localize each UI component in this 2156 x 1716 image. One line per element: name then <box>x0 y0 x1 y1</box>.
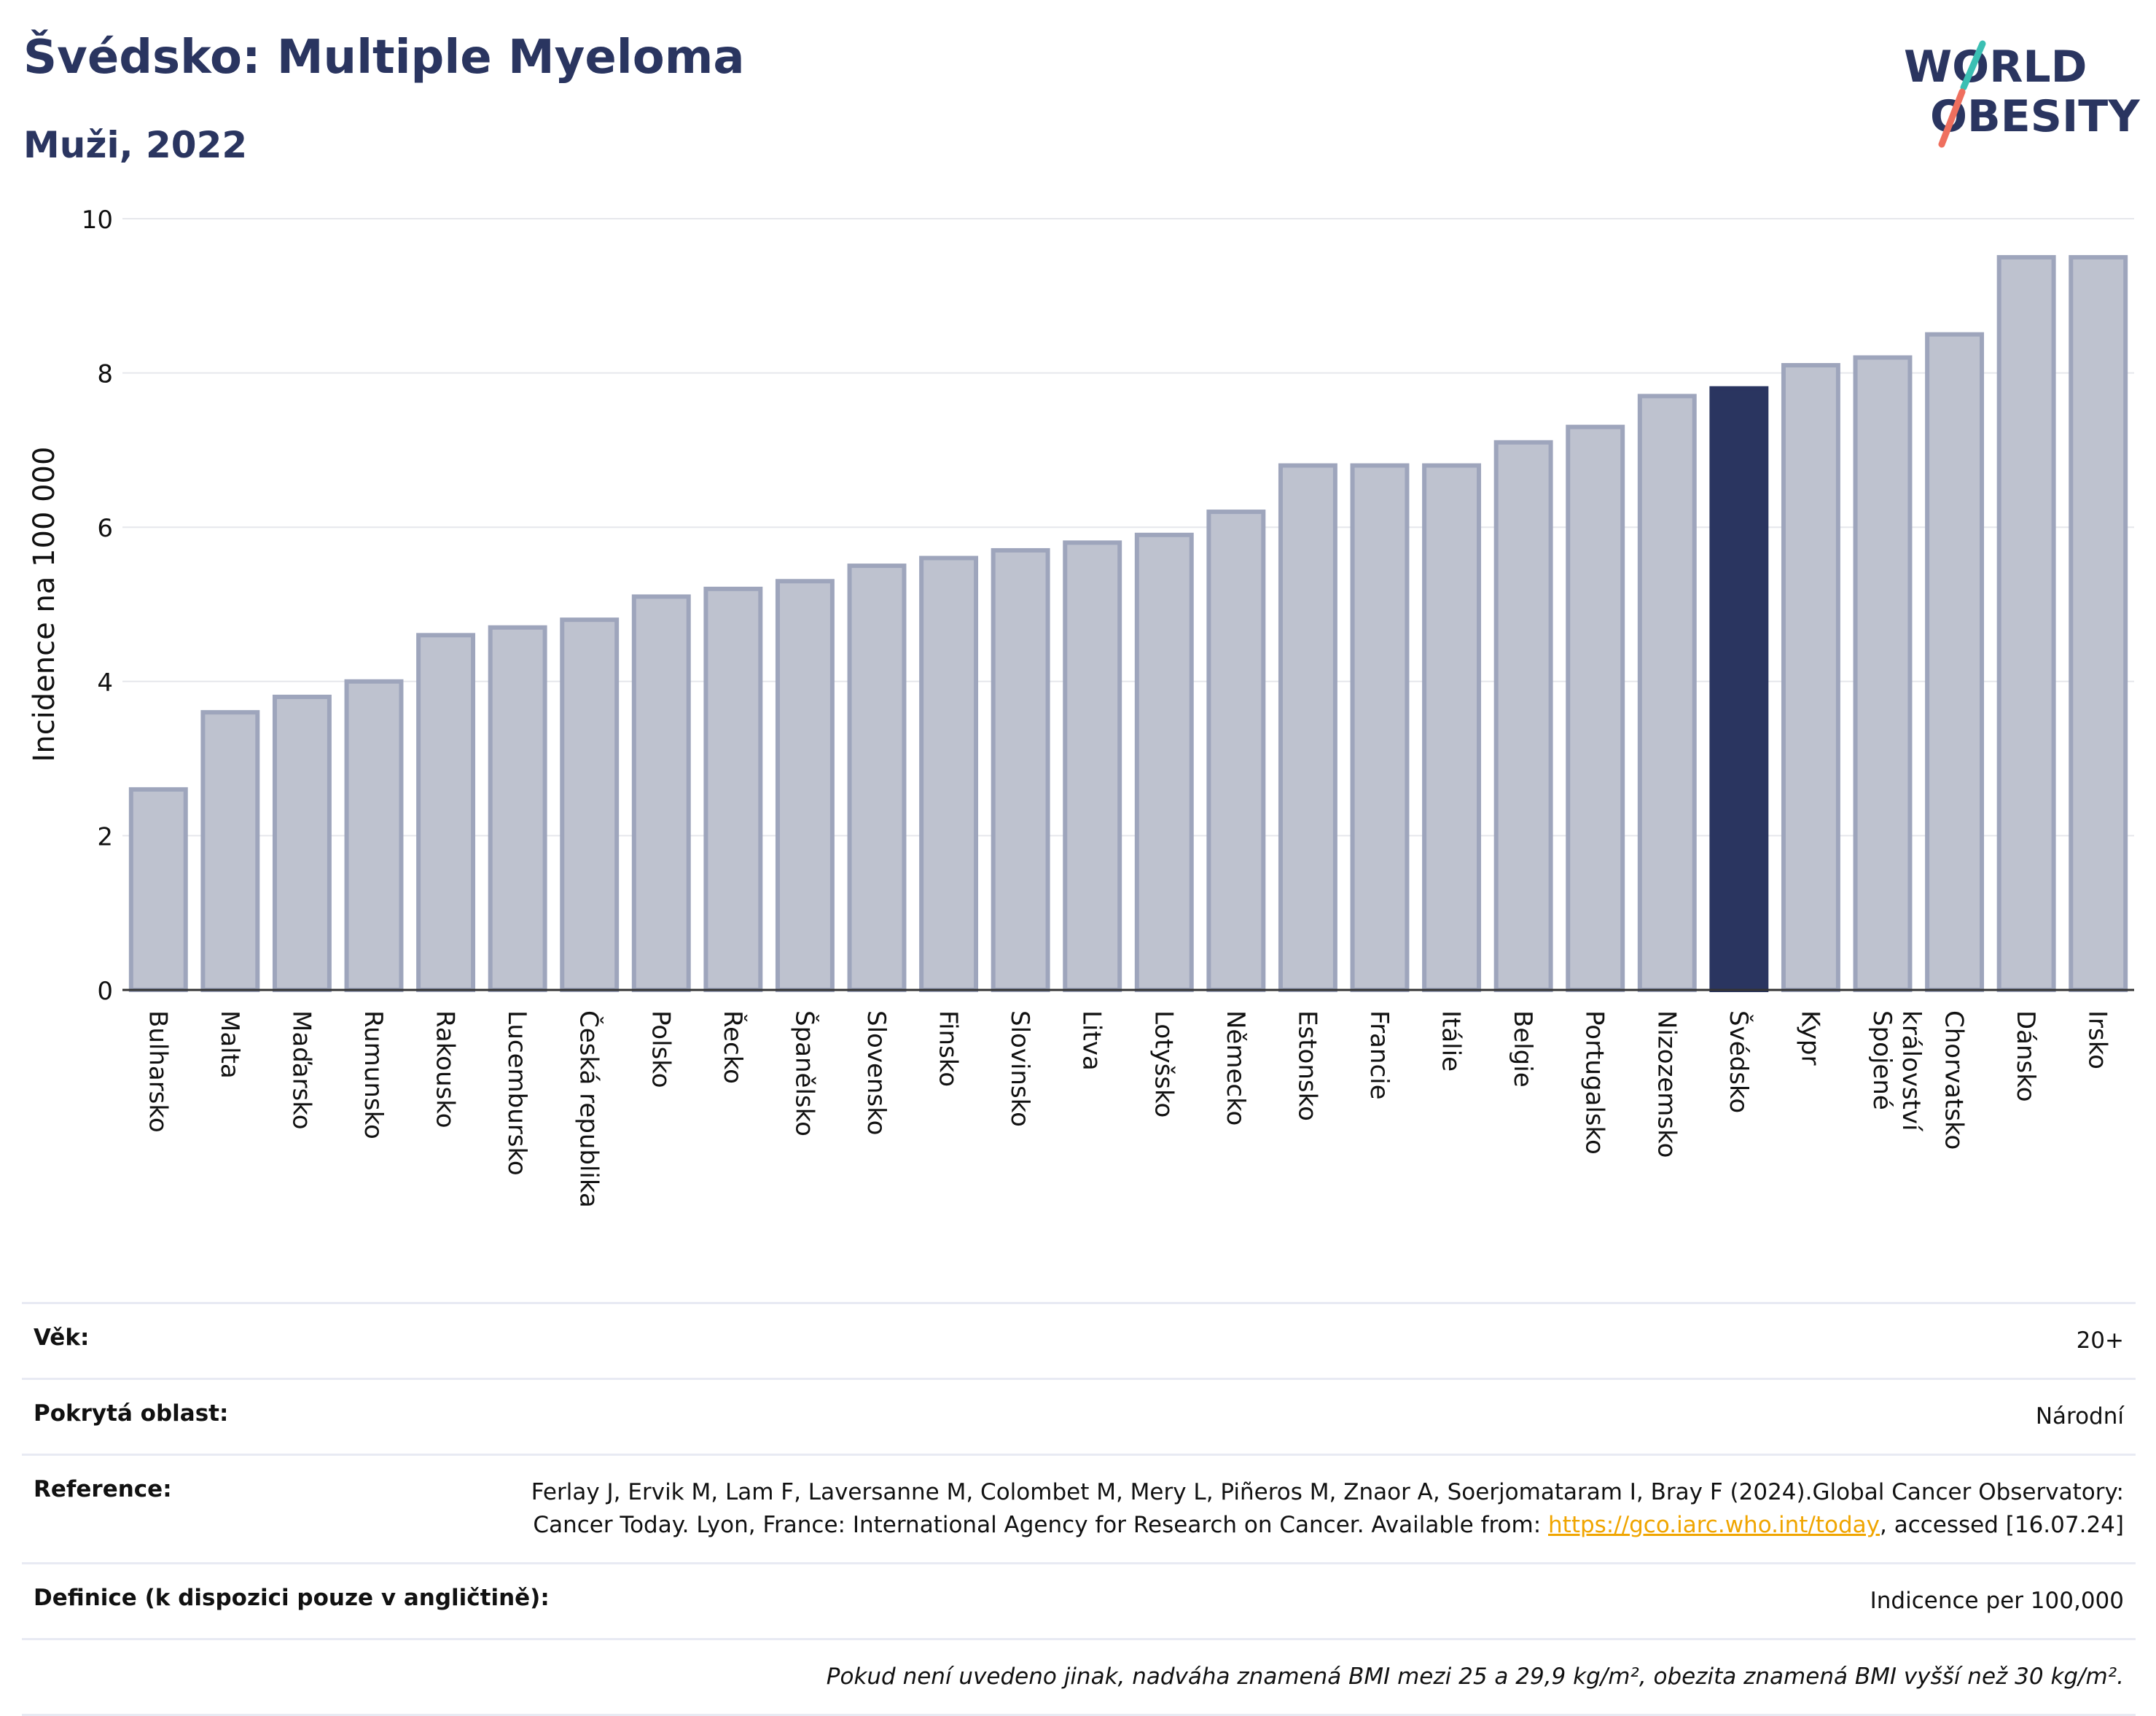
bar-Nizozemsko[interactable]: Nizozemsko: 7.7 <box>1637 394 1697 992</box>
bar-Maďarsko[interactable]: Maďarsko: 3.8 <box>272 694 332 993</box>
age-label: Věk: <box>34 1325 90 1351</box>
bar-Rakousko[interactable]: Rakousko: 4.6 <box>416 633 476 992</box>
bar-Litva[interactable]: Litva: 5.8 <box>1063 540 1122 992</box>
definition-label: Definice (k dispozici pouze v angličtině… <box>34 1584 550 1611</box>
bar-Lucembursko[interactable]: Lucembursko: 4.7 <box>488 625 547 992</box>
page-title: Švédsko: Multiple Myeloma <box>23 31 745 85</box>
bar-Španělsko[interactable]: Španělsko: 5.3 <box>775 579 835 992</box>
bar-Česká republika[interactable]: Česká republika: 4.8 <box>560 617 620 992</box>
age-value: 20+ <box>2076 1327 2124 1354</box>
x-tick-label: Finsko <box>934 1010 963 1087</box>
x-tick-label: Estonsko <box>1292 1010 1321 1121</box>
x-tick-label: Slovensko <box>862 1010 891 1135</box>
x-tick-label: Polsko <box>646 1010 675 1088</box>
x-tick-label: Spojenékrálovství <box>1867 1010 1926 1132</box>
x-tick-label: Německo <box>1221 1010 1250 1126</box>
x-tick-label: Malta <box>215 1010 244 1079</box>
reference-label: Reference: <box>34 1475 172 1502</box>
x-tick-label: Lotyšsko <box>1149 1010 1178 1118</box>
bar-Francie[interactable]: Francie: 6.8 <box>1350 463 1410 992</box>
bar-Spojené království[interactable]: Spojené království: 8.2 <box>1853 355 1913 992</box>
y-tick-label: 2 <box>97 822 113 851</box>
bar-chart: Bulharsko: 2.6Malta: 3.6Maďarsko: 3.8Rum… <box>28 206 2134 1208</box>
x-tick-label: Lucembursko <box>502 1010 531 1176</box>
y-axis-label: Incidence na 100 000 <box>28 447 61 763</box>
bar-Malta[interactable]: Malta: 3.6 <box>200 710 260 992</box>
x-tick-label: Dánsko <box>2011 1010 2040 1102</box>
y-tick-label: 0 <box>97 977 113 1006</box>
metadata-table: Věk: 20+ Pokrytá oblast: Národní Referen… <box>22 1302 2136 1716</box>
y-tick-labels: 0 2 4 6 8 10 <box>82 206 113 1006</box>
reference-accessed: , accessed [16.07.24] <box>1879 1511 2124 1538</box>
x-tick-label: Česká republika <box>574 1010 604 1208</box>
bmi-note: Pokud není uvedeno jinak, nadváha znamen… <box>826 1663 2124 1690</box>
x-tick-label: Slovinsko <box>1005 1010 1034 1127</box>
bar-Řecko[interactable]: Řecko: 5.2 <box>703 586 763 992</box>
bar-Itálie[interactable]: Itálie: 6.8 <box>1422 463 1482 992</box>
bar-Bulharsko[interactable]: Bulharsko: 2.6 <box>128 787 188 993</box>
x-tick-label: Švédsko <box>1724 1010 1754 1113</box>
bar-Slovinsko[interactable]: Slovinsko: 5.7 <box>991 547 1050 992</box>
meta-row-reference: Reference: Ferlay J, Ervik M, Lam F, Lav… <box>22 1453 2136 1562</box>
logo-slash-teal <box>1960 40 1986 91</box>
meta-row-area: Pokrytá oblast: Národní <box>22 1377 2136 1454</box>
y-tick-label: 4 <box>97 668 113 698</box>
x-tick-label: Itálie <box>1437 1010 1466 1072</box>
reference-link[interactable]: https://gco.iarc.who.int/today <box>1548 1511 1880 1538</box>
bars: Bulharsko: 2.6Malta: 3.6Maďarsko: 3.8Rum… <box>128 254 2128 993</box>
area-value: Národní <box>2035 1403 2124 1430</box>
logo-word-1: WORLD <box>1904 42 2087 93</box>
bar-Kypr[interactable]: Kypr: 8.1 <box>1781 363 1840 992</box>
y-tick-label: 10 <box>82 206 113 235</box>
x-tick-label: Rakousko <box>431 1010 460 1128</box>
y-tick-label: 6 <box>97 514 113 543</box>
x-tick-label: Bulharsko <box>143 1010 172 1133</box>
x-tick-label: Nizozemsko <box>1652 1010 1681 1158</box>
bar-Chorvatsko[interactable]: Chorvatsko: 8.5 <box>1925 332 1985 992</box>
definition-value: Indicence per 100,000 <box>1870 1587 2124 1614</box>
bar-Portugalsko[interactable]: Portugalsko: 7.3 <box>1566 424 1625 992</box>
bar-Německo[interactable]: Německo: 6.2 <box>1206 510 1266 992</box>
reference-value: Ferlay J, Ervik M, Lam F, Laversanne M, … <box>462 1476 2124 1542</box>
bar-Švédsko[interactable]: Švédsko: 7.8 <box>1709 386 1769 992</box>
reference-text: Ferlay J, Ervik M, Lam F, Laversanne M, … <box>531 1478 2124 1538</box>
x-tick-label: Maďarsko <box>286 1010 316 1130</box>
bar-Slovensko[interactable]: Slovensko: 5.5 <box>847 563 907 992</box>
x-tick-label: Belgie <box>1508 1010 1537 1088</box>
bar-Finsko[interactable]: Finsko: 5.6 <box>919 555 979 992</box>
y-tick-label: 8 <box>97 360 113 389</box>
x-tick-labels: Bulharsko Malta Maďarsko Rumunsko Rakousko Lu… <box>143 1010 2112 1208</box>
bar-Irsko[interactable]: Irsko: 9.5 <box>2069 254 2128 992</box>
x-tick-label: Řecko <box>718 1010 748 1084</box>
world-obesity-logo: WORLD OBESITY <box>1904 40 2141 148</box>
x-tick-label: Rumunsko <box>359 1010 388 1139</box>
bar-Polsko[interactable]: Polsko: 5.1 <box>631 594 691 992</box>
x-tick-label: Irsko <box>2083 1010 2112 1069</box>
x-tick-label: Španělsko <box>789 1010 819 1136</box>
x-tick-label: Chorvatsko <box>1940 1010 1969 1150</box>
area-label: Pokrytá oblast: <box>34 1400 229 1427</box>
x-tick-label: Portugalsko <box>1580 1010 1609 1155</box>
logo-word-2: OBESITY <box>1930 91 2141 142</box>
x-tick-label: Litva <box>1077 1010 1106 1071</box>
bar-Lotyšsko[interactable]: Lotyšsko: 5.9 <box>1134 532 1194 992</box>
bar-Rumunsko[interactable]: Rumunsko: 4 <box>344 679 404 992</box>
logo-slash-coral <box>1938 88 1966 148</box>
page-subtitle: Muži, 2022 <box>23 124 248 166</box>
x-tick-label: Kypr <box>1795 1010 1824 1066</box>
bar-Dánsko[interactable]: Dánsko: 9.5 <box>1996 254 2056 992</box>
meta-row-age: Věk: 20+ <box>22 1302 2136 1378</box>
x-tick-label: Francie <box>1364 1010 1394 1100</box>
bar-Belgie[interactable]: Belgie: 7.1 <box>1493 440 1553 992</box>
bar-Estonsko[interactable]: Estonsko: 6.8 <box>1278 463 1337 992</box>
meta-row-definition: Definice (k dispozici pouze v angličtině… <box>22 1561 2136 1638</box>
